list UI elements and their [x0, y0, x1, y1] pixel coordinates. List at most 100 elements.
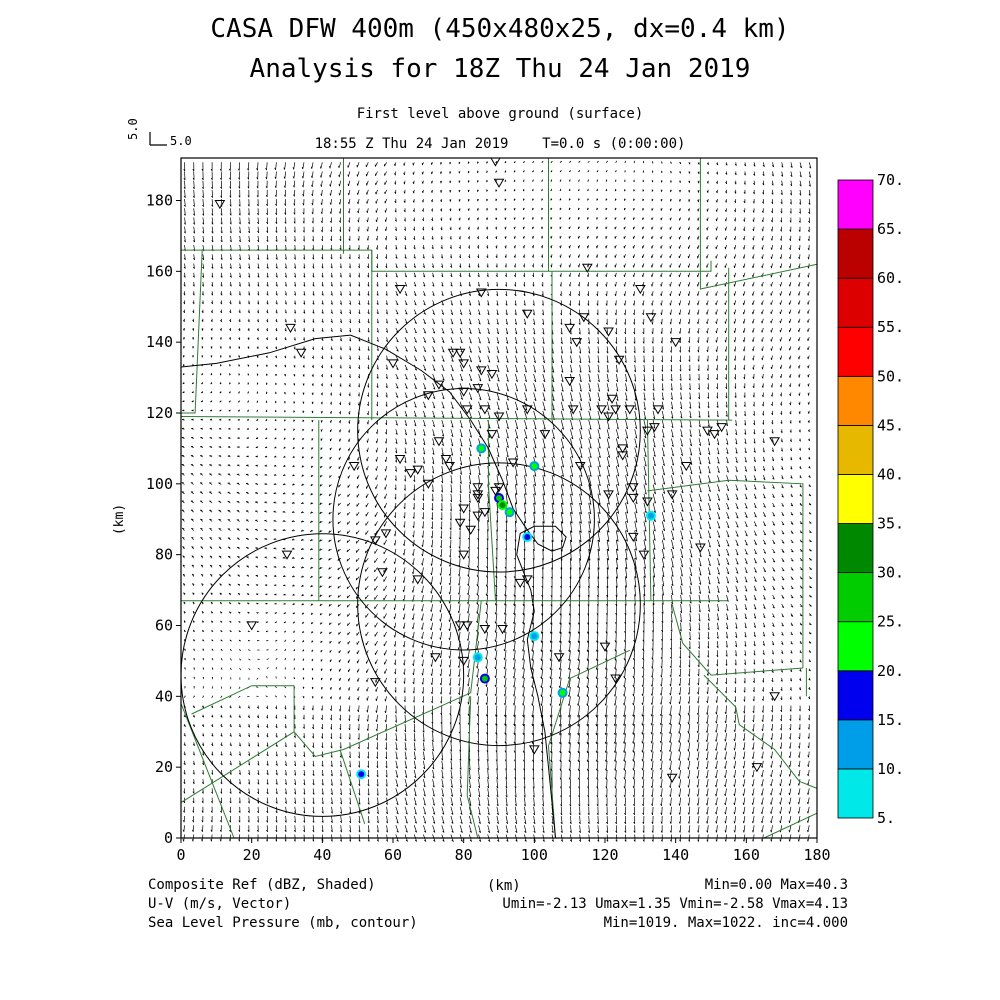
- county-line: [487, 420, 496, 601]
- station-marker: [479, 405, 491, 415]
- station-marker: [433, 437, 445, 447]
- x-tick-label: 140: [662, 846, 689, 864]
- x-tick-label: 120: [591, 846, 618, 864]
- station-marker: [486, 369, 498, 380]
- station-marker: [617, 451, 629, 461]
- station-marker: [571, 338, 583, 348]
- colorbar-swatch: [837, 768, 874, 819]
- colorbar-swatch: [837, 719, 874, 770]
- station-marker: [539, 430, 551, 440]
- county-line: [671, 604, 803, 676]
- footer-left-1: Composite Ref (dBZ, Shaded): [148, 877, 376, 893]
- station-marker: [412, 575, 424, 585]
- x-tick-label: 160: [733, 846, 760, 864]
- station-marker: [624, 405, 636, 415]
- echo-core: [531, 463, 538, 470]
- colorbar-swatch: [837, 326, 874, 377]
- station-marker: [769, 437, 780, 447]
- colorbar-swatch: [837, 572, 874, 623]
- station-marker: [652, 405, 664, 415]
- y-tick-label: 140: [146, 333, 173, 351]
- station-marker: [751, 763, 763, 773]
- station-marker: [458, 504, 470, 514]
- station-marker: [574, 462, 586, 472]
- echo-core: [474, 654, 481, 661]
- station-marker: [479, 624, 491, 635]
- county-line: [339, 749, 366, 824]
- title-line-1: CASA DFW 400m (450x480x25, dx=0.4 km): [210, 14, 790, 44]
- station-marker: [433, 380, 445, 390]
- station-marker: [475, 366, 487, 376]
- station-marker: [627, 493, 639, 504]
- station-marker: [497, 624, 508, 635]
- station-marker: [422, 391, 434, 401]
- colorbar-label: 30.: [877, 564, 904, 582]
- colorbar: 5. 10. 15. 20. 25. 30. 35. 40. 45. 50. 55. 60. 65. 70…: [837, 171, 904, 827]
- range-ring: [357, 288, 641, 573]
- y-axis-label: (km): [112, 503, 128, 536]
- y-tick-label: 160: [146, 262, 173, 280]
- colorbar-swatch: [837, 670, 874, 721]
- station-marker: [369, 678, 381, 688]
- x-tick-label: 80: [455, 846, 473, 864]
- station-marker: [295, 348, 307, 358]
- station-marker: [564, 377, 576, 387]
- station-marker: [645, 313, 657, 323]
- colorbar-label: 5.: [877, 809, 895, 827]
- colorbar-label: 55.: [877, 318, 904, 336]
- echo-core: [499, 502, 506, 509]
- station-marker: [695, 543, 706, 553]
- station-marker: [458, 359, 470, 369]
- station-marker: [380, 529, 392, 539]
- station-marker: [486, 430, 498, 440]
- colorbar-swatch: [837, 621, 874, 672]
- y-tick-label: 120: [146, 404, 173, 422]
- station-marker: [454, 348, 466, 358]
- county-line: [703, 674, 818, 789]
- reference-vector-label: 5.0: [170, 134, 192, 148]
- station-marker: [472, 483, 484, 493]
- station-marker: [603, 412, 614, 422]
- station-marker: [214, 199, 226, 210]
- station-marker: [680, 462, 692, 472]
- station-marker: [472, 511, 484, 521]
- station-marker: [422, 479, 434, 489]
- colorbar-swatch: [837, 277, 874, 328]
- colorbar-label: 70.: [877, 171, 904, 189]
- station-marker: [709, 430, 720, 440]
- echo-core: [531, 633, 538, 640]
- station-marker: [617, 444, 629, 454]
- echo-core: [506, 509, 513, 516]
- station-marker: [642, 497, 653, 507]
- station-marker: [465, 525, 477, 535]
- station-marker: [670, 338, 682, 348]
- colorbar-label: 60.: [877, 269, 904, 287]
- subtitle-line-2: 18:55 Z Thu 24 Jan 2019 T=0.0 s (0:00:00…: [314, 136, 686, 152]
- y-tick-label: 80: [155, 546, 173, 564]
- county-line: [647, 479, 804, 668]
- station-marker: [246, 621, 258, 631]
- reference-vector: [149, 132, 167, 146]
- county-line: [180, 600, 482, 804]
- colorbar-label: 45.: [877, 416, 904, 434]
- colorbar-label: 65.: [877, 220, 904, 238]
- y-tick-label: 100: [146, 475, 173, 493]
- station-marker: [493, 178, 505, 188]
- station-marker: [581, 263, 593, 273]
- colorbar-label: 50.: [877, 367, 904, 385]
- station-marker: [490, 486, 501, 496]
- station-marker: [638, 550, 650, 560]
- station-marker: [458, 387, 470, 397]
- county-line: [466, 696, 479, 839]
- station-marker: [281, 550, 293, 560]
- station-marker: [627, 532, 639, 542]
- station-marker: [472, 493, 484, 504]
- colorbar-label: 15.: [877, 711, 904, 729]
- station-marker: [553, 653, 565, 663]
- footer-left-2: U-V (m/s, Vector): [148, 896, 292, 912]
- station-marker: [447, 348, 459, 358]
- station-marker: [596, 405, 607, 415]
- station-marker: [475, 288, 487, 298]
- colorbar-swatch: [837, 228, 874, 279]
